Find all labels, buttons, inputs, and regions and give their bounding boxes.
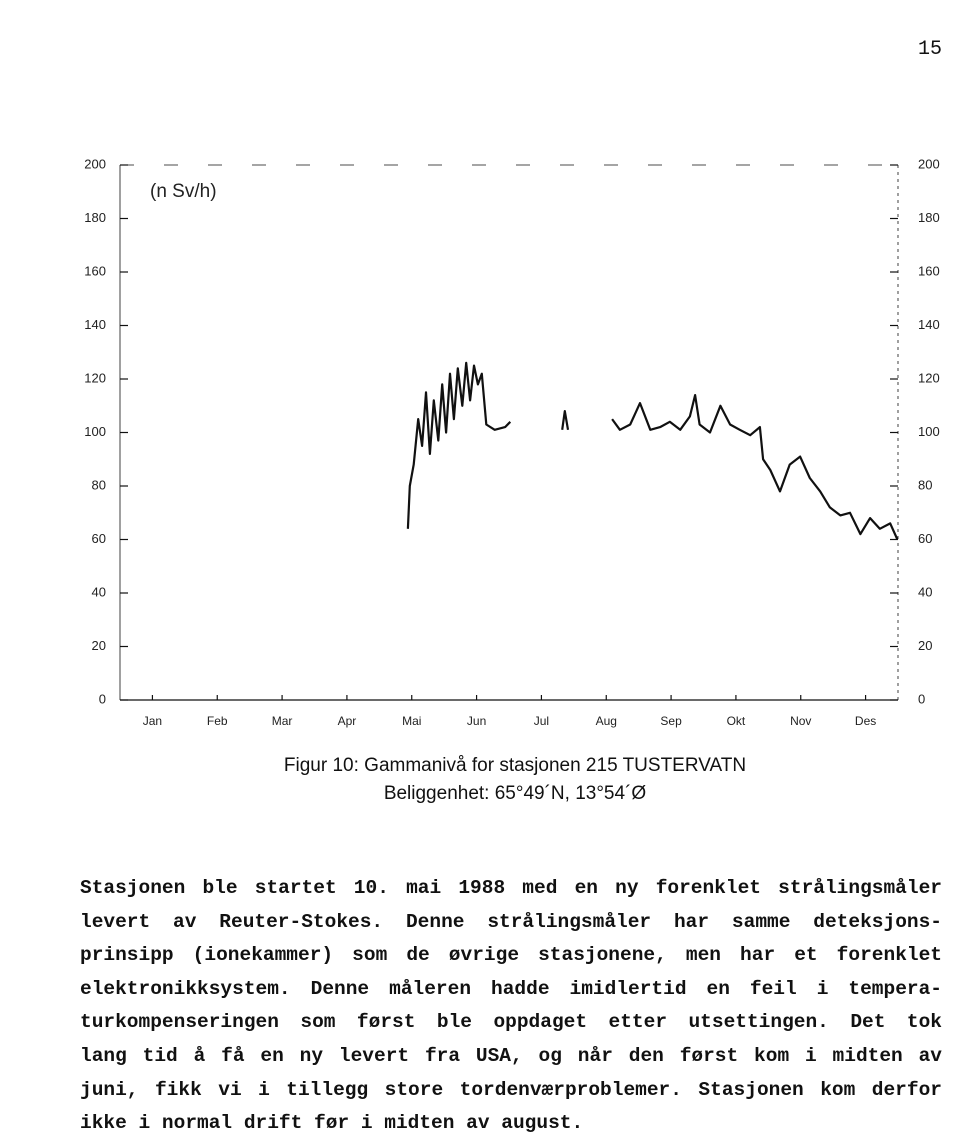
y-tick-label-right: 160 — [918, 263, 940, 278]
x-tick-label: Mai — [402, 714, 421, 728]
caption-line: Figur 10: Gammanivå for stasjonen 215 TU… — [283, 755, 747, 776]
y-tick-label: 80 — [92, 477, 106, 492]
text-line: ikke i normal drift før i midten av augu… — [80, 1112, 584, 1135]
y-tick-label: 100 — [84, 424, 106, 439]
y-axis-label: (n Sv/h) — [150, 181, 217, 202]
x-tick-label: Apr — [338, 714, 357, 728]
text-line: Stasjonen ble startet 10. mai 1988 med e… — [80, 877, 942, 899]
y-tick-label: 60 — [92, 531, 106, 546]
caption-line: Beliggenhet: 65°49´N, 13°54´Ø — [383, 783, 647, 804]
x-tick-label: Sep — [660, 714, 682, 728]
x-tick-label: Okt — [727, 714, 746, 728]
text-line: prinsipp (ionekammer) som de øvrige stas… — [80, 944, 942, 967]
y-tick-label-right: 180 — [918, 210, 940, 225]
y-tick-label: 180 — [84, 210, 106, 225]
data-line — [406, 361, 899, 540]
y-tick-label-right: 80 — [918, 477, 932, 492]
y-tick-label: 140 — [84, 317, 106, 332]
x-tick-label: Mar — [272, 714, 293, 728]
page-number: 15 — [917, 38, 942, 61]
y-tick-label: 200 — [84, 156, 106, 171]
y-tick-label: 20 — [92, 638, 106, 653]
caption: Figur 10: Gammanivå for stasjonen 215 TU… — [200, 752, 830, 808]
x-tick-label: Jul — [534, 714, 549, 728]
x-tick-label: Feb — [207, 714, 228, 728]
y-tick-label-right: 200 — [918, 156, 940, 171]
y-tick-label-right: 20 — [918, 638, 932, 653]
text-line: elektronikksystem. Denne måleren hadde i… — [80, 977, 942, 1000]
paragraph: Stasjonen ble startet 10. mai 1988 med e… — [80, 872, 942, 1141]
x-tick-label: Des — [855, 714, 876, 728]
y-tick-label: 160 — [84, 263, 106, 278]
chart: (n Sv/h) 0 0 20 20 40 40 60 60 80 80 100 100 120 120 1… — [84, 156, 940, 728]
x-tick-label: Jan — [143, 714, 162, 728]
y-tick-label-right: 0 — [918, 691, 925, 706]
y-tick-label: 0 — [99, 691, 106, 706]
y-tick-label: 120 — [84, 370, 106, 385]
text-line: levert av Reuter-Stokes. Denne strålings… — [80, 910, 942, 933]
y-tick-label-right: 140 — [918, 317, 940, 332]
text-line: lang tid å få en ny levert fra USA, og n… — [80, 1044, 942, 1067]
x-tick-label: Nov — [790, 714, 811, 728]
y-tick-label: 40 — [92, 584, 106, 599]
x-tick-label: Jun — [467, 714, 486, 728]
y-tick-label-right: 120 — [918, 370, 940, 385]
y-tick-label-right: 60 — [918, 531, 932, 546]
text-line: juni, fikk vi i tillegg store tordenværp… — [80, 1078, 942, 1101]
text-line: turkompenseringen som først ble oppdaget… — [80, 1011, 942, 1034]
y-tick-label-right: 100 — [918, 424, 940, 439]
x-tick-label: Aug — [596, 714, 617, 728]
y-tick-label-right: 40 — [918, 584, 932, 599]
